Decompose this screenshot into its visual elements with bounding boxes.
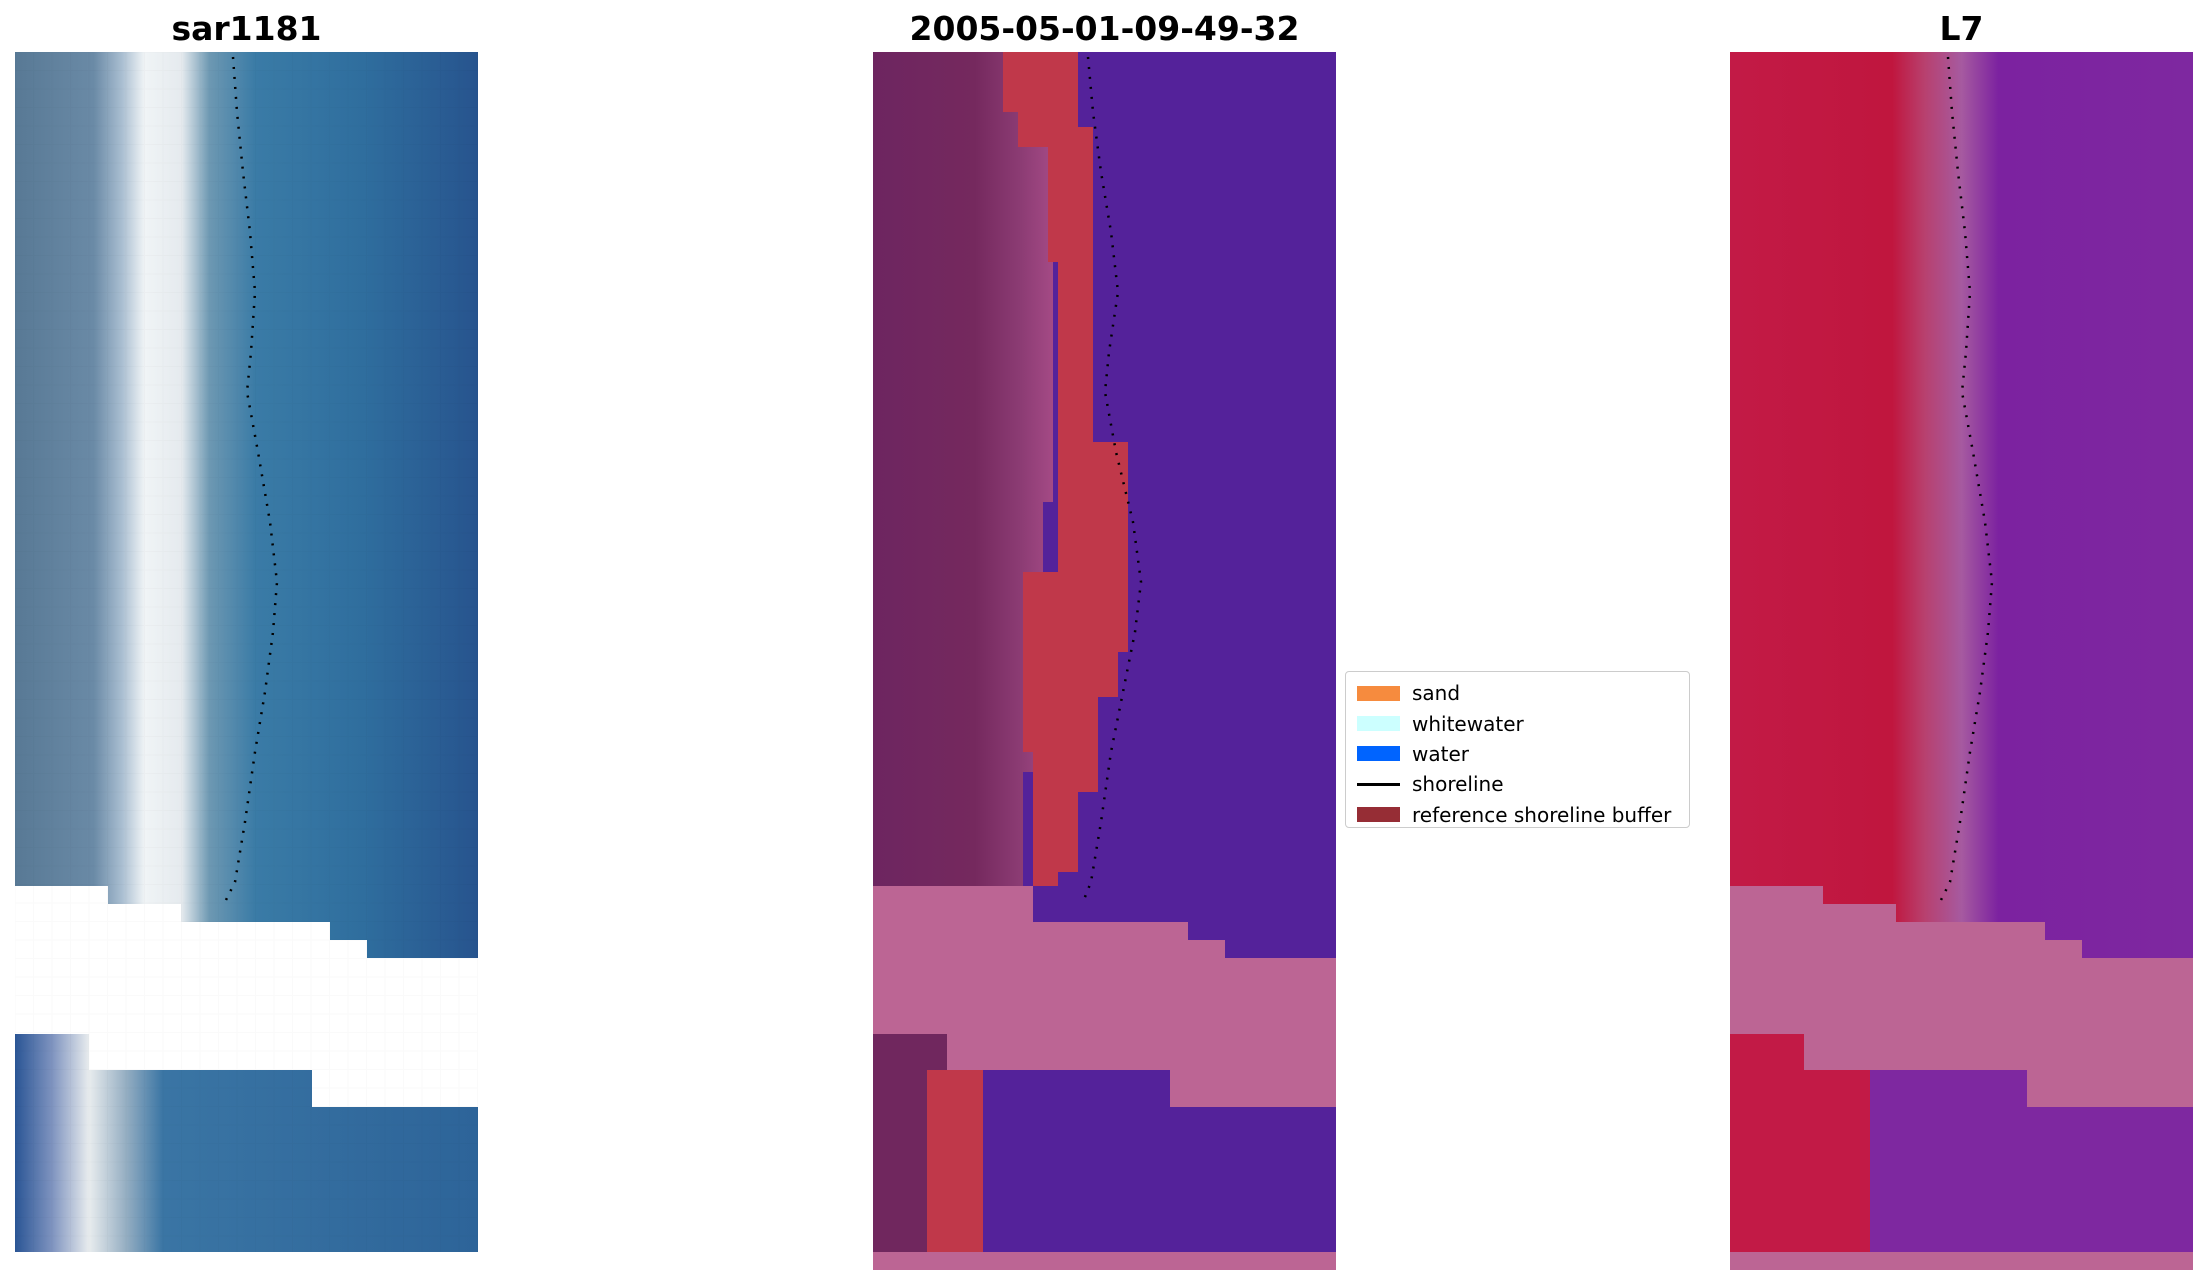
classified-image-panel bbox=[873, 52, 1336, 1270]
legend-label: water bbox=[1412, 741, 1469, 766]
classified-bottom-nodata bbox=[873, 1252, 1336, 1270]
mndwi-image-panel bbox=[1730, 52, 2193, 1270]
whitewater-swatch bbox=[1357, 716, 1400, 732]
mndwi-bottom-nodata bbox=[1730, 1252, 2193, 1270]
legend-item-shoreline: shoreline bbox=[1346, 769, 1689, 799]
mndwi-panel-title: L7 bbox=[1939, 9, 1984, 48]
legend-item-water: water bbox=[1346, 739, 1689, 769]
classified-land bbox=[873, 52, 1058, 886]
classified-nodata bbox=[873, 886, 1336, 1107]
water-swatch bbox=[1357, 746, 1400, 762]
shoreline-line-swatch bbox=[1357, 782, 1400, 786]
mndwi-upper-region bbox=[1730, 52, 2193, 958]
rgb-image bbox=[15, 52, 478, 1252]
legend-label: shoreline bbox=[1412, 772, 1504, 797]
classified-image bbox=[873, 52, 1336, 1270]
legend-label: sand bbox=[1412, 681, 1461, 706]
legend-item-sand: sand bbox=[1346, 678, 1689, 708]
classified-buffer bbox=[1003, 52, 1128, 886]
legend-label: reference shoreline buffer bbox=[1412, 802, 1672, 827]
rgb-panel-title: sar1181 bbox=[171, 9, 322, 48]
mndwi-image bbox=[1730, 52, 2193, 1270]
mndwi-lower-land bbox=[1730, 1034, 1870, 1252]
legend-item-reference-buffer: reference shoreline buffer bbox=[1346, 800, 1689, 830]
mndwi-lower-water bbox=[1870, 1070, 2193, 1252]
mndwi-nodata bbox=[1730, 886, 2193, 1107]
legend: sand whitewater water shoreline referenc… bbox=[1345, 671, 1690, 828]
classified-lower-buffer bbox=[927, 1070, 983, 1252]
classified-panel-title: 2005-05-01-09-49-32 bbox=[909, 9, 1300, 48]
legend-label: whitewater bbox=[1412, 711, 1524, 736]
rgb-image-panel bbox=[15, 52, 478, 1270]
sand-swatch bbox=[1357, 685, 1400, 701]
legend-item-whitewater: whitewater bbox=[1346, 708, 1689, 738]
reference-buffer-swatch bbox=[1357, 807, 1400, 823]
